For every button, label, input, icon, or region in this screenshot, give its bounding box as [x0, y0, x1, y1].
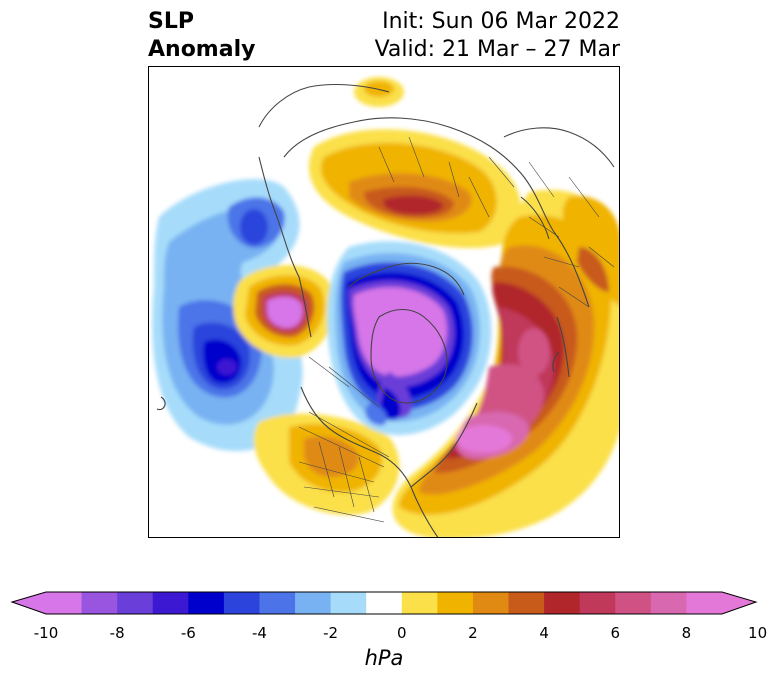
colorbar-units-label: hPa — [364, 646, 404, 670]
colorbar-cell — [295, 592, 332, 614]
title-line-2: Anomaly — [148, 37, 256, 62]
colorbar-cell — [152, 592, 189, 614]
colorbar-cell — [579, 592, 616, 614]
colorbar-tick-label: 4 — [539, 624, 549, 642]
map-title: SLP Anomaly — [148, 8, 255, 64]
colorbar-tick-label: -6 — [180, 624, 196, 642]
country-borders — [298, 136, 615, 523]
coastlines — [156, 84, 615, 537]
colorbar-tick-label: 10 — [748, 624, 768, 642]
init-date: Init: Sun 06 Mar 2022 — [382, 9, 620, 34]
colorbar-tick-label: 6 — [610, 624, 621, 642]
colorbar-tick-label: -4 — [251, 624, 267, 642]
colorbar-tick-label: 0 — [397, 624, 407, 642]
colorbar-cell — [81, 592, 118, 614]
map-canvas — [152, 77, 619, 537]
colorbar-cell — [330, 592, 367, 614]
colorbar-cell — [472, 592, 510, 614]
slp-anomaly-map — [148, 66, 620, 538]
colorbar-cell — [188, 592, 225, 614]
anomaly-fill — [152, 77, 619, 537]
colorbar-cell — [437, 592, 474, 614]
colorbar-cell — [650, 592, 687, 614]
colorbar-cell — [615, 592, 652, 614]
colorbar-tick-label: -2 — [323, 624, 339, 642]
colorbar-cell — [401, 592, 438, 614]
colorbar-cell — [259, 592, 296, 614]
colorbar-extend-max — [722, 592, 756, 614]
colorbar-extend-min — [12, 592, 46, 614]
colorbar-cell — [544, 592, 581, 614]
colorbar-tick-label: -10 — [33, 624, 59, 642]
valid-range: Valid: 21 Mar – 27 Mar — [374, 37, 620, 62]
colorbar-cell — [686, 592, 723, 614]
colorbar-cell — [223, 592, 260, 614]
colorbar-tick-label: 2 — [468, 624, 478, 642]
colorbar-cell — [508, 592, 545, 614]
colorbar-tick-label: -8 — [109, 624, 125, 642]
colorbar-cell — [46, 592, 83, 614]
colorbar — [10, 591, 758, 615]
colorbar-cell — [366, 592, 403, 614]
colorbar-outline — [10, 591, 758, 615]
colorbar-tick-label: 8 — [681, 624, 692, 642]
colorbar-cell — [117, 592, 154, 614]
valid-period: Init: Sun 06 Mar 2022 Valid: 21 Mar – 27… — [375, 8, 620, 64]
title-line-1: SLP — [148, 9, 194, 34]
